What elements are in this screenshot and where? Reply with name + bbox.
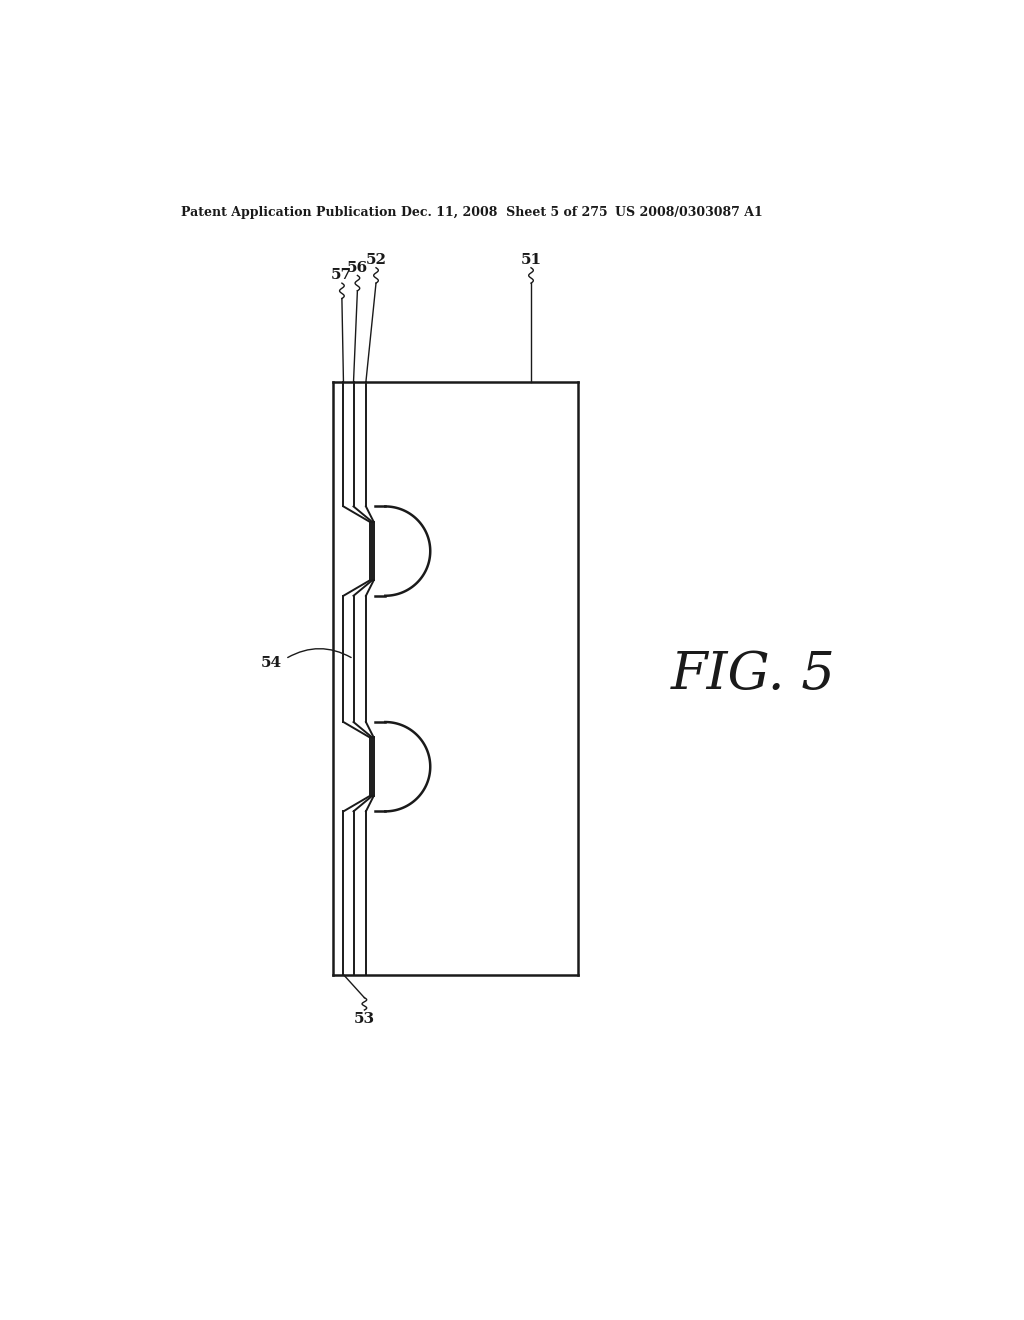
Text: 56: 56	[347, 260, 368, 275]
Text: FIG. 5: FIG. 5	[671, 649, 836, 700]
Text: Dec. 11, 2008  Sheet 5 of 275: Dec. 11, 2008 Sheet 5 of 275	[400, 206, 607, 219]
Text: US 2008/0303087 A1: US 2008/0303087 A1	[614, 206, 763, 219]
Text: Patent Application Publication: Patent Application Publication	[180, 206, 396, 219]
Text: 53: 53	[354, 1011, 375, 1026]
Text: 57: 57	[331, 268, 351, 282]
Text: 54: 54	[261, 656, 282, 669]
Text: 51: 51	[520, 253, 542, 267]
Text: 52: 52	[366, 253, 386, 267]
